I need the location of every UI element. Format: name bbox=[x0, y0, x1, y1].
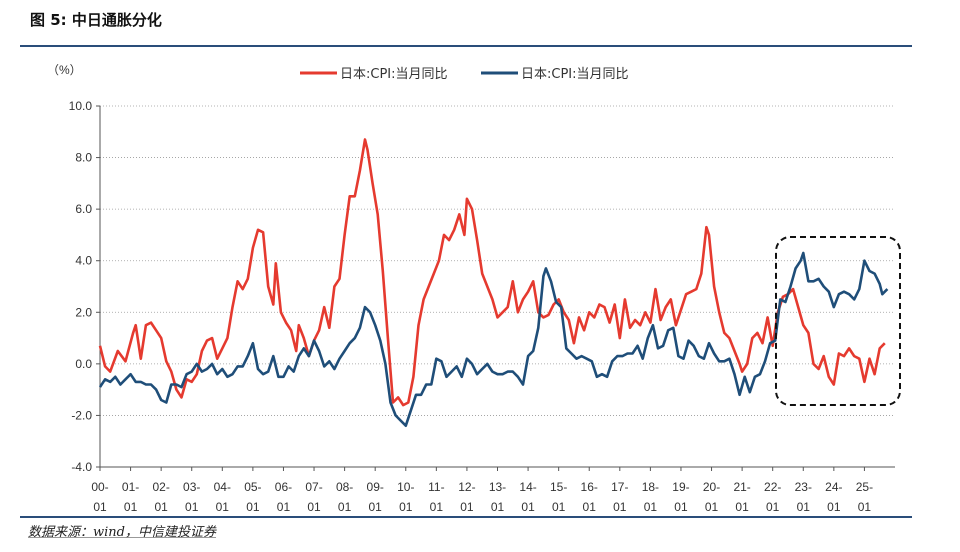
legend: 日本:CPI:当月同比 日本:CPI:当月同比 bbox=[300, 67, 629, 82]
legend-label-red: 日本:CPI:当月同比 bbox=[340, 67, 448, 82]
x-tick-label-year: 15- bbox=[550, 480, 567, 494]
x-tick-label-month: 01 bbox=[277, 500, 291, 514]
x-tick-label-year: 16- bbox=[581, 480, 598, 494]
highlight-box bbox=[775, 236, 901, 406]
source-text: 数据来源：wind，中信建投证券 bbox=[28, 525, 216, 540]
x-tick-label-year: 20- bbox=[703, 480, 720, 494]
x-tick-label-year: 18- bbox=[642, 480, 659, 494]
x-tick-label-year: 14- bbox=[519, 480, 536, 494]
legend-label-blue: 日本:CPI:当月同比 bbox=[521, 67, 629, 82]
legend-item-japan-cpi-red: 日本:CPI:当月同比 bbox=[300, 67, 448, 82]
x-tick-label-month: 01 bbox=[430, 500, 444, 514]
x-tick-label-month: 01 bbox=[766, 500, 780, 514]
y-unit-label: （%） bbox=[47, 63, 82, 77]
x-tick-label-month: 01 bbox=[124, 500, 138, 514]
y-tick-label: -2.0 bbox=[71, 408, 92, 422]
y-tick-label: 8.0 bbox=[75, 151, 92, 165]
x-tick-label-year: 24- bbox=[825, 480, 842, 494]
x-tick-label-year: 01- bbox=[122, 480, 139, 494]
x-tick-label-month: 01 bbox=[246, 500, 260, 514]
x-tick-label-month: 01 bbox=[613, 500, 627, 514]
x-tick-label-month: 01 bbox=[491, 500, 505, 514]
x-tick-label-month: 01 bbox=[93, 500, 107, 514]
x-tick-label-year: 17- bbox=[611, 480, 628, 494]
bottom-rule bbox=[20, 516, 912, 518]
x-tick-label-year: 19- bbox=[672, 480, 689, 494]
x-tick-label-month: 01 bbox=[399, 500, 413, 514]
gridlines bbox=[100, 105, 895, 416]
x-tick-label-year: 00- bbox=[91, 480, 108, 494]
x-tick-label-year: 02- bbox=[152, 480, 169, 494]
x-tick-label-year: 21- bbox=[733, 480, 750, 494]
series-line-blue bbox=[98, 251, 889, 427]
x-tick-label-year: 04- bbox=[214, 480, 231, 494]
x-tick-label-year: 06- bbox=[275, 480, 292, 494]
x-tick-label-year: 08- bbox=[336, 480, 353, 494]
x-tick-label-month: 01 bbox=[583, 500, 597, 514]
x-tick-label-month: 01 bbox=[185, 500, 199, 514]
y-tick-label: -4.0 bbox=[71, 460, 92, 474]
x-tick-label-year: 23- bbox=[795, 480, 812, 494]
y-tick-label: 10.0 bbox=[69, 99, 93, 113]
x-tick-label-year: 13- bbox=[489, 480, 506, 494]
x-tick-label-month: 01 bbox=[338, 500, 352, 514]
series-layer bbox=[98, 138, 889, 427]
x-tick-label-month: 01 bbox=[644, 500, 658, 514]
x-tick-label-month: 01 bbox=[858, 500, 872, 514]
x-tick-label-year: 07- bbox=[305, 480, 322, 494]
x-tick-label-month: 01 bbox=[827, 500, 841, 514]
y-tick-label: 2.0 bbox=[75, 305, 92, 319]
x-tick-label-month: 01 bbox=[521, 500, 535, 514]
x-tick-label-month: 01 bbox=[216, 500, 230, 514]
x-tick-label-month: 01 bbox=[735, 500, 749, 514]
y-tick-label: 0.0 bbox=[75, 357, 92, 371]
x-tick-label-month: 01 bbox=[307, 500, 321, 514]
x-tick-label-year: 10- bbox=[397, 480, 414, 494]
x-tick-label-year: 09- bbox=[367, 480, 384, 494]
top-rule bbox=[20, 45, 912, 47]
figure-title: 图 5: 中日通胀分化 bbox=[30, 11, 162, 29]
x-tick-label-month: 01 bbox=[369, 500, 383, 514]
x-tick-label-year: 22- bbox=[764, 480, 781, 494]
x-tick-label-year: 12- bbox=[458, 480, 475, 494]
x-tick-label-year: 03- bbox=[183, 480, 200, 494]
series-line-red bbox=[98, 138, 886, 407]
x-tick-label-year: 25- bbox=[856, 480, 873, 494]
x-tick-label-month: 01 bbox=[154, 500, 168, 514]
x-tick-label-month: 01 bbox=[460, 500, 474, 514]
x-tick-label-month: 01 bbox=[674, 500, 688, 514]
legend-item-japan-cpi-blue: 日本:CPI:当月同比 bbox=[481, 67, 629, 82]
x-tick-label-month: 01 bbox=[705, 500, 719, 514]
x-tick-label-month: 01 bbox=[552, 500, 566, 514]
x-tick-label-year: 11- bbox=[428, 480, 444, 494]
y-tick-label: 6.0 bbox=[75, 202, 92, 216]
source-note: 数据来源：wind，中信建投证券 bbox=[28, 521, 216, 540]
y-axis-ticks: 10.0 8.0 6.0 4.0 2.0 0.0 -2.0 -4.0 bbox=[69, 99, 100, 474]
x-axis-ticks: 00- 01 01- 01 02- 01 03- 01 04- 01 05- 01 06- 01 07- 01… bbox=[91, 467, 873, 514]
x-tick-label-year: 05- bbox=[244, 480, 261, 494]
y-tick-label: 4.0 bbox=[75, 254, 92, 268]
x-tick-label-month: 01 bbox=[797, 500, 811, 514]
